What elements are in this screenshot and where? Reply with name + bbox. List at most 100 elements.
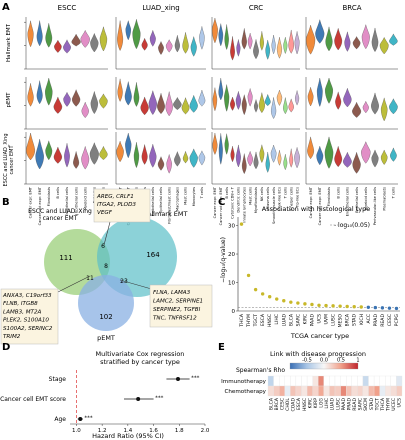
violin-shape (361, 141, 371, 164)
violin-x-label: Epithelial cells (355, 187, 359, 213)
violin-shape (148, 90, 157, 115)
violin-shape (241, 153, 247, 175)
panel-c-y-tick-label: 30 (228, 224, 235, 230)
venn-circle-hallmark (97, 217, 177, 297)
violin-shape (316, 77, 323, 107)
panel-c-x-tick-label: ESCA (260, 313, 266, 326)
violin-shape (259, 31, 264, 51)
violin-shape (73, 151, 80, 169)
violin-shape (352, 101, 362, 118)
gene-list-line: FLNB, ITGB8 (3, 301, 38, 307)
heatmap-column-label: SKCM (363, 398, 369, 411)
panel-d-x-tick-label: 2.0 (201, 428, 210, 434)
panel-c-y-tick-label: 0 (232, 309, 236, 315)
violin-shape (99, 145, 108, 161)
heatmap-column-label: READ (352, 398, 358, 411)
violin-shape (344, 31, 351, 52)
panel-d-point (78, 417, 83, 421)
violin-shape (35, 139, 44, 170)
violin-x-label: Monocytes (192, 187, 196, 206)
heatmap-cell (267, 375, 274, 387)
panel-b-letter: B (2, 197, 10, 208)
gene-list-line: LAMB3, MT2A (3, 309, 42, 315)
violin-x-label: Endothelial cells (151, 187, 155, 216)
heatmap-cell (329, 385, 336, 397)
panel-d-letter: D (2, 342, 10, 353)
panel-c-point (296, 301, 300, 305)
violin-shape (241, 94, 247, 116)
violin-shape (132, 19, 141, 50)
violin-shape (371, 27, 379, 53)
violin-x-label: Smooth muscle cells (272, 187, 276, 224)
violin-x-label: Cancer not expr. EMT (318, 186, 322, 225)
violin-shape (277, 150, 282, 166)
heatmap-cell (290, 375, 297, 387)
violin-shape (288, 98, 294, 113)
panel-c-point (303, 302, 307, 306)
violin-x-label: Epithelial cells (74, 187, 78, 213)
panel-c-x-tick-label: PCPG (394, 314, 400, 327)
panel-c-x-tick-label: UVM (324, 314, 330, 325)
violin-shape (288, 29, 295, 54)
panel-c-point (267, 295, 272, 299)
heatmap-column-label: BLCA (268, 397, 274, 410)
heatmap-cell (396, 385, 403, 397)
violin-shape (295, 90, 300, 106)
heatmap-column-label: KIRP (313, 398, 319, 409)
violin-shape (254, 99, 258, 113)
panel-c-point (310, 302, 314, 307)
violin-shape (90, 32, 99, 53)
panel-d-forest: Multivariate Cox regression stratified b… (0, 350, 210, 440)
panel-d-row-label: Cancer cell EMT score (0, 396, 66, 403)
violin-shape (53, 146, 63, 164)
violin-shape (235, 144, 241, 168)
panel-c-x-tick-label: READ (380, 314, 386, 327)
violin-shape (71, 33, 81, 47)
violin-shape (141, 144, 148, 165)
heatmap-column-label: TGCT (374, 398, 380, 412)
heatmap-cell (334, 375, 341, 387)
gene-list-line: VEGF (97, 210, 113, 216)
panel-d-x-tick-label: 1.0 (72, 428, 81, 434)
heatmap-cell (267, 385, 274, 397)
violin-x-label: Cancer expr. EMT (213, 186, 217, 218)
panel-c-x-tick-label: LIHC (274, 314, 280, 325)
heatmap-column-label: STAD (369, 398, 375, 411)
violin-shape (224, 24, 229, 50)
venn-count-only-cancer: 111 (59, 254, 72, 262)
violin-shape (271, 97, 277, 119)
violin-x-label: Cancer not expr. EMT (219, 186, 223, 225)
venn-count-only-pemt: 102 (99, 313, 112, 321)
gene-list-line: S100A2, SERINC2 (3, 326, 53, 332)
violin-x-label: T cells (200, 187, 204, 200)
heatmap-cell (390, 385, 397, 397)
violin-shape (218, 77, 224, 101)
violin-shape (334, 146, 343, 168)
violin-shape (165, 39, 173, 53)
heatmap-cell (346, 375, 352, 387)
violin-x-label: Innate lymphocytes (242, 187, 246, 223)
violin-shape (36, 20, 43, 47)
violin-shape (140, 96, 149, 116)
gene-list-line: ITGA2, PLOD3 (97, 202, 136, 208)
heatmap-cell (373, 385, 380, 397)
violin-shape (198, 150, 206, 166)
venn-pointer-left (57, 275, 91, 293)
gene-box-top (93, 188, 151, 223)
heatmap-cell (385, 385, 391, 397)
violin-shape (190, 36, 197, 57)
violin-shape (212, 87, 218, 112)
heatmap-cell (379, 385, 386, 397)
violin-shape (166, 154, 172, 174)
violin-shape (236, 39, 241, 57)
panel-c-y-tick-label: 20 (228, 252, 235, 258)
violin-shape (198, 89, 206, 107)
violin-shape (247, 150, 253, 167)
violin-shape (125, 20, 131, 41)
heatmap-cell (373, 375, 380, 387)
colorbar-tick-label: 0.5 (337, 358, 345, 364)
panel-d-x-tick-label: 1.4 (123, 428, 132, 434)
panel-c-point (239, 222, 244, 226)
violin-shape (259, 144, 265, 164)
heatmap-cell (340, 375, 347, 387)
